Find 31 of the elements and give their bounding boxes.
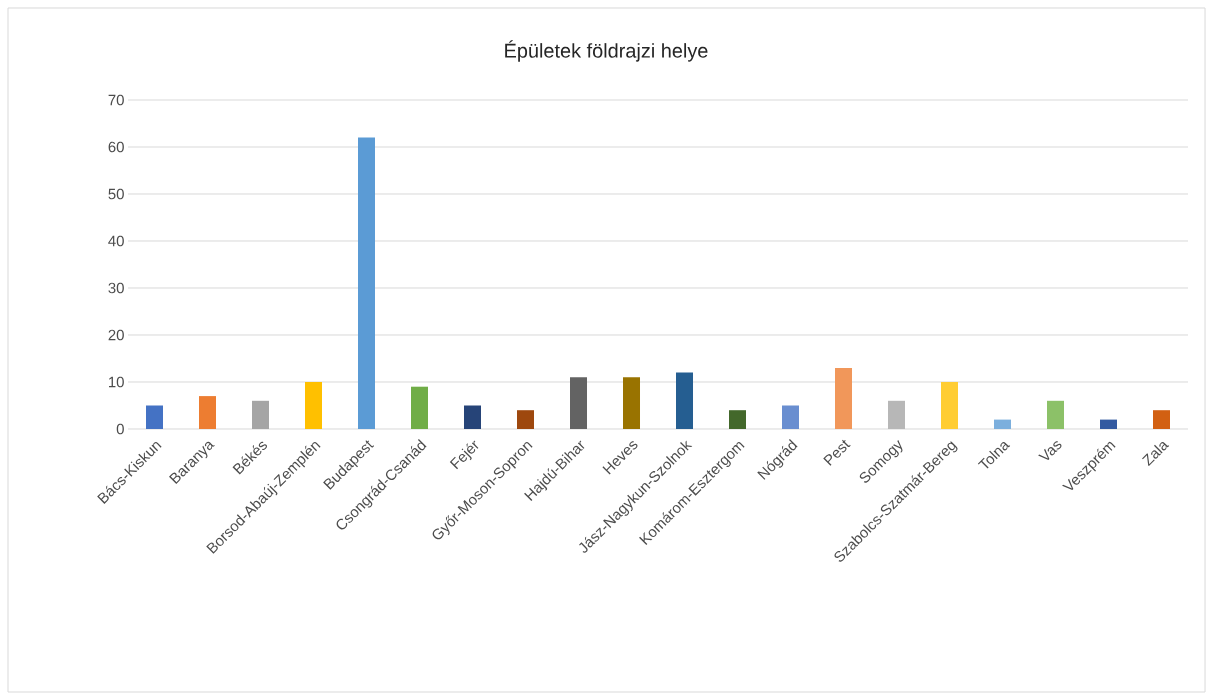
- bar: [305, 382, 322, 429]
- bar: [835, 367, 852, 429]
- bar: [941, 382, 958, 429]
- bar: [729, 410, 746, 429]
- bar: [782, 405, 799, 429]
- y-tick-label: 0: [116, 423, 124, 435]
- bar: [623, 377, 640, 429]
- bar: [570, 377, 587, 429]
- bar: [994, 419, 1011, 429]
- y-tick-label: 20: [108, 329, 124, 341]
- y-tick-label: 50: [108, 188, 124, 200]
- x-tick-label: Zala: [1142, 442, 1170, 467]
- bar: [199, 396, 216, 429]
- x-tick-label: Vas: [1038, 441, 1062, 460]
- bar: [1153, 410, 1170, 429]
- bar: [464, 405, 481, 429]
- bar: [676, 372, 693, 429]
- bar: [888, 400, 905, 429]
- bar: [411, 386, 428, 429]
- y-tick-label: 40: [108, 235, 124, 247]
- bar: [1100, 419, 1117, 429]
- y-tick-label: 60: [108, 141, 124, 153]
- bar: [1047, 400, 1064, 429]
- bar: [358, 137, 375, 429]
- y-tick-label: 70: [108, 94, 124, 106]
- chart-title: Épületek földrajzi helye: [505, 40, 708, 62]
- bar: [252, 400, 269, 429]
- y-tick-label: 30: [108, 282, 124, 294]
- bar: [517, 410, 534, 429]
- bar: [146, 405, 163, 429]
- y-tick-label: 10: [109, 376, 124, 388]
